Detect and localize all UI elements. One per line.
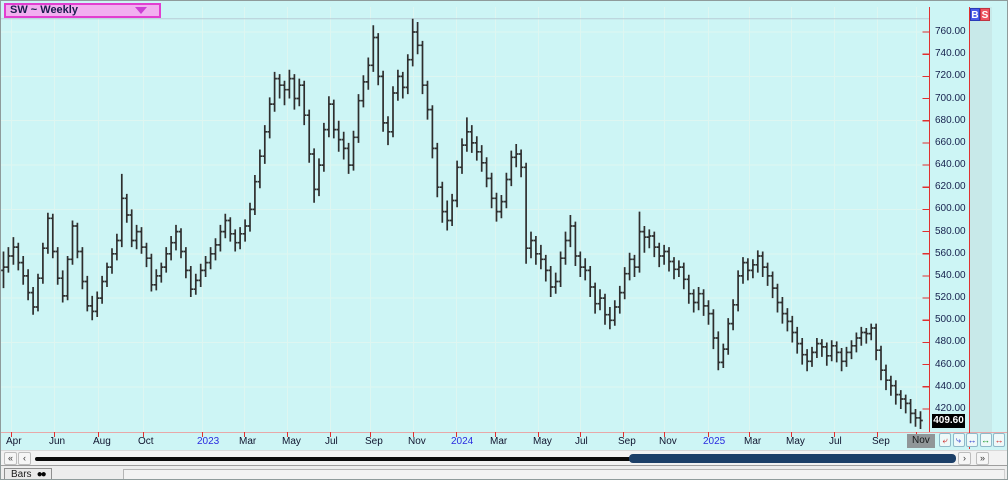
x-axis-month-label: Mar [744,436,762,447]
sell-button[interactable]: S [980,8,990,21]
horizontal-scrollbar: « ‹ › » [1,450,1007,465]
return-left-button[interactable]: ⤶ [939,433,951,447]
x-axis-month-label: Mar [239,436,257,447]
x-axis-month-label: May [533,436,552,447]
y-axis-tick-label: 480.00 [935,336,966,347]
x-axis-month-label: Jul [325,436,338,447]
x-axis-year-label: 2023 [197,436,220,447]
expand-red-button[interactable]: ↔ [993,433,1005,447]
status-message-field [123,469,1005,479]
y-axis-tick-label: 560.00 [935,248,966,259]
y-axis-tick-label: 660.00 [935,137,966,148]
x-axis-month-label: Jun [49,436,66,447]
y-axis-tick-label: 740.00 [935,48,966,59]
symbol-interval-label: SW ~ Weekly [10,4,78,16]
y-axis-tick-label: 500.00 [935,314,966,325]
x-axis-month-label: Sep [872,436,890,447]
tab-bars-label: Bars [11,469,32,480]
y-axis-tick-label: 680.00 [935,115,966,126]
y-axis-tick-label: 460.00 [935,359,966,370]
scrollbar-thumb[interactable] [629,454,956,463]
y-axis-tick-label: 540.00 [935,270,966,281]
x-axis-month-label: Nov [408,436,426,447]
y-axis-tick-label: 580.00 [935,226,966,237]
x-axis-month-label: May [282,436,301,447]
x-axis-month-label: Jul [575,436,588,447]
scroll-far-left-button[interactable]: « [4,452,17,465]
x-axis-month-label: Nov [907,434,935,448]
ohlc-bars [1,18,923,429]
chart-canvas[interactable]: SW ~ Weekly B S 760.00 740.00 720.00 700.00… [1,1,1007,450]
scroll-left-button[interactable]: ‹ [18,452,31,465]
y-axis-tick-label: 520.00 [935,292,966,303]
y-axis-tick-label: 640.00 [935,159,966,170]
expand-blue-button[interactable]: ↔ [966,433,978,447]
symbol-interval-dropdown[interactable]: SW ~ Weekly [4,3,161,18]
scroll-far-right-button[interactable]: » [976,452,989,465]
x-axis-month-label: Oct [138,436,154,447]
axis-lines [10,7,971,449]
y-axis-tick-label: 600.00 [935,203,966,214]
y-axis-tick-label: 700.00 [935,93,966,104]
tab-bars-dots-icon: ●● [36,469,47,480]
expand-green-button[interactable]: ↔ [979,433,992,447]
x-axis-month-label: Aug [93,436,111,447]
tab-bars[interactable]: Bars ●● [4,468,52,480]
y-axis-tick-label: 760.00 [935,26,966,37]
x-axis-year-label: 2024 [451,436,474,447]
last-price-badge: 409.60 [932,414,965,428]
x-axis-month-label: Nov [659,436,677,447]
gridlines [1,7,929,432]
y-axis-tick-label: 440.00 [935,381,966,392]
x-axis-year-label: 2025 [703,436,726,447]
price-chart [1,7,1007,449]
x-axis-month-label: Sep [365,436,383,447]
x-axis-month-label: Sep [618,436,636,447]
buy-button[interactable]: B [970,8,980,21]
chevron-down-icon [135,7,147,14]
scroll-right-button[interactable]: › [958,452,971,465]
y-axis-tick-label: 420.00 [935,403,966,414]
y-axis-tick-label: 720.00 [935,70,966,81]
status-bar: Bars ●● [1,465,1007,480]
return-right-button[interactable]: ⤷ [952,433,965,447]
y-axis-tick-label: 620.00 [935,181,966,192]
x-axis-month-label: Jul [829,436,842,447]
scrollbar-track[interactable] [35,457,631,461]
x-axis-month-label: Apr [6,436,22,447]
x-axis-month-label: May [786,436,805,447]
x-axis-month-label: Mar [490,436,508,447]
